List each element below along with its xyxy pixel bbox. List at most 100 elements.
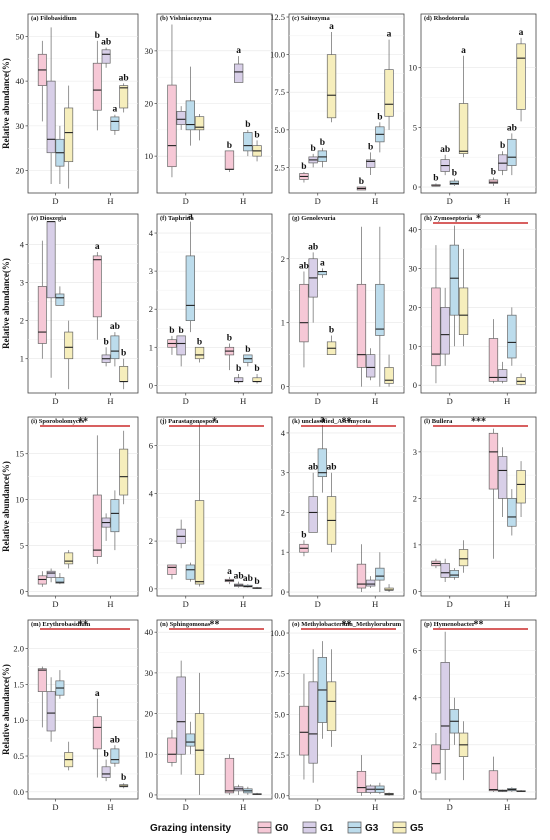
box-H-G1: [234, 784, 244, 795]
box-H-G5: b: [252, 577, 262, 589]
significance-stars: **: [342, 417, 352, 428]
box-D-G3: [55, 573, 65, 585]
x-tick-label: D: [183, 196, 189, 206]
significance-letter: b: [500, 141, 505, 151]
box-D-G1: b: [308, 144, 318, 168]
box-iqr: [498, 154, 508, 171]
x-tick-label: D: [52, 802, 58, 812]
panel-frame: [288, 213, 405, 394]
significance-letter: a: [113, 105, 118, 115]
significance-letter: ab: [327, 463, 337, 473]
y-tick-label: 20: [145, 709, 154, 719]
box-iqr: [167, 737, 177, 763]
box-iqr: [37, 668, 47, 692]
box-H-G3: [507, 307, 517, 366]
significance-letter: b: [452, 169, 457, 179]
significance-letter: ab: [234, 572, 244, 582]
significance-letter: a: [236, 46, 241, 56]
box-iqr: [516, 43, 526, 110]
panel-n: 0 10 20 30 40 (n) Sphingomonas D H **: [145, 620, 273, 812]
panel-h: 0 10 20 30 40 (h) Zymoseptoria D H *: [409, 214, 537, 406]
y-tick-label: 10.0: [270, 628, 285, 638]
x-tick-label: H: [107, 599, 113, 609]
y-tick-label: 40: [16, 76, 25, 86]
box-D-G1: [440, 558, 450, 583]
legend-item-G1: G1: [302, 821, 334, 834]
panel-title: (f) Taphrina: [160, 215, 195, 222]
box-H-G3: b: [375, 112, 385, 153]
x-tick-label: D: [315, 196, 321, 206]
box-D-G0: [37, 240, 47, 359]
significance-letter: b: [329, 325, 334, 335]
box-D-G0: [167, 729, 177, 767]
significance-letter: a: [95, 689, 100, 699]
box-H-G3: ab: [110, 735, 120, 767]
x-tick-label: D: [315, 802, 321, 812]
panel-title: (b) Vishniacozyma: [160, 15, 212, 22]
significance-letter: a: [519, 28, 524, 38]
box-D-G5: [64, 741, 74, 771]
box-H-G5: b: [252, 130, 262, 162]
box-iqr: [498, 369, 508, 382]
x-tick-label: D: [52, 196, 58, 206]
panel-frame: [156, 213, 273, 394]
panel-frame: [27, 619, 139, 800]
x-tick-label: H: [107, 196, 113, 206]
box-D-G1: [308, 649, 318, 783]
box-iqr: [176, 111, 186, 125]
box-iqr: [64, 331, 74, 360]
box-H-G5: [516, 373, 526, 386]
box-H-G5: [516, 461, 526, 517]
box-iqr: [176, 676, 186, 755]
significance-letter: b: [301, 162, 306, 172]
significance-letter: a: [95, 242, 100, 252]
box-D-G3: [449, 225, 459, 347]
panel-title: (c) Saitozyma: [292, 15, 330, 22]
box-H-G0: b: [92, 31, 102, 131]
box-D-G3: [55, 286, 65, 306]
box-D-G1: [440, 287, 450, 366]
box-iqr: [366, 159, 376, 168]
box-D-G5: b: [326, 325, 337, 355]
box-D-G5: [458, 249, 469, 347]
panel-title: (k) unclassified_Ascomycota: [292, 418, 372, 425]
box-iqr: [384, 69, 394, 117]
x-tick-label: H: [504, 802, 510, 812]
significance-letter: a: [329, 22, 334, 32]
box-iqr: [101, 766, 111, 778]
x-tick-label: H: [372, 396, 378, 406]
box-H-G0: [92, 435, 102, 564]
box-H-G5: a: [516, 28, 526, 122]
box-H-G0: a: [92, 689, 102, 778]
box-iqr: [185, 100, 196, 131]
box-H-G0: [356, 755, 367, 796]
y-axis-label: Relative abundance(%): [1, 461, 11, 552]
box-iqr: [440, 307, 450, 355]
y-tick-label: 30: [145, 46, 154, 56]
y-tick-label: 0: [281, 587, 285, 597]
box-H-G0: [488, 428, 499, 559]
significance-letter: b: [103, 750, 108, 760]
significance-stars: **: [78, 620, 88, 631]
y-tick-label: 10: [145, 749, 154, 759]
significance-letter: b: [359, 177, 364, 187]
x-tick-label: D: [183, 396, 189, 406]
box-H-G3: b: [243, 345, 253, 367]
box-iqr: [185, 564, 196, 580]
box-H-G3: a: [110, 105, 120, 135]
box-H-G0: [356, 226, 367, 387]
box-iqr: [194, 346, 205, 360]
box-H-G1: a: [234, 46, 244, 83]
y-tick-label: 4: [149, 228, 154, 238]
x-tick-label: H: [372, 196, 378, 206]
box-H-G5: [384, 354, 394, 387]
y-tick-label: 1: [149, 342, 153, 352]
box-H-G0: [224, 754, 235, 795]
box-H-G5: a: [384, 30, 394, 130]
y-tick-label: 2: [281, 254, 285, 264]
box-H-G5: b: [252, 364, 262, 384]
box-D-G0: b: [299, 162, 309, 183]
